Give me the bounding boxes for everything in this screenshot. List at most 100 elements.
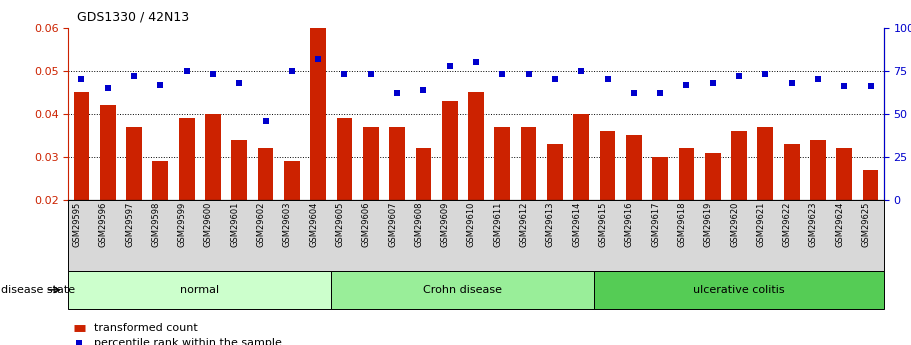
Point [627,90,641,96]
Point [153,82,168,87]
Bar [152,161,169,286]
Bar [495,127,510,286]
Point [206,71,220,77]
Text: GDS1330 / 42N13: GDS1330 / 42N13 [77,10,189,23]
Text: GSM29598: GSM29598 [151,202,160,247]
Bar [810,140,825,286]
Text: GSM29624: GSM29624 [835,202,844,247]
Point [574,68,589,73]
Text: GSM29609: GSM29609 [441,202,450,247]
Text: GSM29620: GSM29620 [730,202,739,247]
Text: disease state: disease state [1,285,75,295]
Point [732,73,746,79]
Bar [415,148,431,286]
Bar [231,140,247,286]
Point [784,80,799,86]
Point [679,82,693,87]
Text: normal: normal [180,285,220,295]
Bar [732,131,747,286]
Point [179,68,194,73]
Bar [442,101,457,286]
Point [416,87,431,92]
Text: GSM29619: GSM29619 [703,202,712,247]
Bar [258,148,273,286]
Bar [100,105,116,286]
Bar [336,118,353,286]
Text: GSM29614: GSM29614 [572,202,581,247]
Bar [599,131,616,286]
Text: GSM29621: GSM29621 [756,202,765,247]
Text: transformed count: transformed count [94,323,198,333]
Bar [205,114,220,286]
Point [74,77,88,82]
Bar [179,118,195,286]
Point [600,77,615,82]
Bar [311,28,326,286]
Text: GSM29612: GSM29612 [519,202,528,247]
Bar [836,148,852,286]
Point [811,77,825,82]
Bar [468,92,484,286]
Point [284,68,299,73]
Text: GSM29625: GSM29625 [862,202,871,247]
Point [259,118,273,124]
Bar [547,144,563,286]
Text: GSM29617: GSM29617 [651,202,660,247]
Text: GSM29603: GSM29603 [283,202,292,247]
Text: percentile rank within the sample: percentile rank within the sample [94,338,281,345]
Text: GSM29611: GSM29611 [493,202,502,247]
Text: GSM29600: GSM29600 [204,202,213,247]
Text: GSM29597: GSM29597 [125,202,134,247]
Bar [389,127,405,286]
Bar [127,127,142,286]
Text: GSM29608: GSM29608 [415,202,424,247]
Bar [363,127,379,286]
Bar [863,170,878,286]
Text: GSM29618: GSM29618 [678,202,686,247]
Bar [573,114,589,286]
Bar [74,92,89,286]
Text: GSM29616: GSM29616 [625,202,634,247]
Text: ulcerative colitis: ulcerative colitis [693,285,784,295]
Text: GSM29605: GSM29605 [335,202,344,247]
Point [495,71,509,77]
Point [521,71,536,77]
Text: GSM29606: GSM29606 [362,202,371,247]
Text: GSM29596: GSM29596 [98,202,107,247]
Text: GSM29613: GSM29613 [546,202,555,247]
Point [837,83,852,89]
Bar [626,135,641,286]
Bar [521,127,537,286]
Bar [284,161,300,286]
Point [311,56,325,61]
Text: GSM29623: GSM29623 [809,202,818,247]
Text: GSM29595: GSM29595 [73,202,81,247]
Point [705,80,720,86]
Point [548,77,562,82]
Bar [783,144,800,286]
Point [232,80,247,86]
Point [864,83,878,89]
Text: Crohn disease: Crohn disease [424,285,502,295]
Point [443,63,457,68]
Point [390,90,404,96]
Point [72,341,87,345]
Bar [705,152,721,286]
Text: GSM29604: GSM29604 [309,202,318,247]
Text: GSM29602: GSM29602 [257,202,266,247]
Point [468,59,483,65]
Point [100,85,115,91]
Bar [652,157,668,286]
Point [653,90,668,96]
Text: GSM29610: GSM29610 [467,202,476,247]
Text: GSM29599: GSM29599 [178,202,187,247]
Point [758,71,773,77]
Bar [757,127,773,286]
Text: GSM29615: GSM29615 [599,202,608,247]
Text: GSM29622: GSM29622 [783,202,792,247]
Text: GSM29607: GSM29607 [388,202,397,247]
Text: GSM29601: GSM29601 [230,202,240,247]
Point [337,71,352,77]
Point [127,73,141,79]
Bar [679,148,694,286]
